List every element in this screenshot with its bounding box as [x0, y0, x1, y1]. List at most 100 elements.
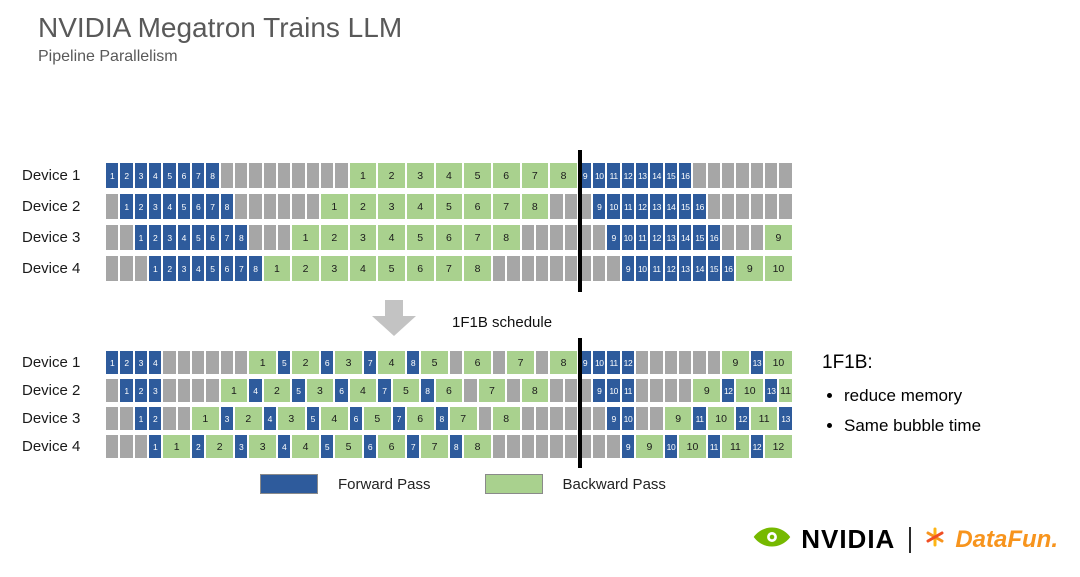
forward-cell: 1 [147, 255, 163, 282]
idle-cell [735, 224, 750, 251]
forward-cell: 1 [105, 162, 120, 189]
forward-cell: 2 [133, 378, 148, 403]
idle-cell [735, 162, 750, 189]
idle-cell [563, 224, 578, 251]
idle-cell [105, 406, 120, 431]
idle-cell [105, 378, 120, 403]
backward-cell: 7 [463, 224, 492, 251]
forward-cell: 9 [592, 378, 607, 403]
forward-cell: 5 [276, 350, 292, 375]
backward-cell: 1 [262, 255, 292, 282]
forward-cell: 10 [606, 378, 621, 403]
backward-cell: 10 [678, 434, 707, 459]
notes-panel: 1F1B: reduce memory Same bubble time [822, 352, 1072, 446]
idle-cell [162, 350, 177, 375]
idle-cell [176, 350, 191, 375]
idle-cell [162, 406, 177, 431]
forward-cell: 11 [706, 434, 722, 459]
idle-cell [563, 434, 578, 459]
forward-cell: 6 [176, 162, 191, 189]
backward-cell: 8 [463, 434, 492, 459]
notes-bullet: Same bubble time [844, 416, 1072, 436]
idle-cell [721, 224, 736, 251]
backward-cell: 4 [405, 193, 435, 220]
idle-cell [205, 350, 220, 375]
forward-cell: 10 [635, 255, 650, 282]
forward-cell: 11 [635, 224, 650, 251]
forward-cell: 14 [649, 162, 664, 189]
forward-cell: 9 [606, 406, 621, 431]
idle-cell [219, 350, 234, 375]
forward-cell: 16 [678, 162, 693, 189]
backward-cell: 6 [463, 193, 492, 220]
forward-cell: 15 [678, 193, 693, 220]
backward-cell: 11 [749, 406, 779, 431]
idle-cell [563, 378, 578, 403]
idle-cell [663, 350, 679, 375]
device-label: Device 1 [22, 354, 81, 371]
backward-cell: 12 [764, 434, 793, 459]
forward-cell: 6 [362, 434, 378, 459]
forward-cell: 12 [649, 224, 664, 251]
forward-cell: 10 [620, 224, 636, 251]
forward-cell: 1 [133, 224, 148, 251]
idle-cell [764, 193, 779, 220]
backward-cell: 3 [348, 224, 378, 251]
idle-cell [491, 350, 507, 375]
idle-cell [248, 162, 263, 189]
forward-cell: 4 [248, 378, 263, 403]
forward-cell: 6 [348, 406, 363, 431]
idle-cell [749, 162, 765, 189]
forward-cell: 1 [105, 350, 120, 375]
backward-cell: 9 [735, 255, 765, 282]
idle-cell [706, 193, 722, 220]
device-row: Device 1 1 2 3 4 1 5 2 6 3 7 4 8 5 6 7 8 9 10 11 12 9 13 10 [20, 350, 793, 375]
forward-cell: 16 [706, 224, 722, 251]
idle-cell [276, 162, 292, 189]
forward-cell: 14 [692, 255, 707, 282]
notes-list: reduce memory Same bubble time [844, 386, 1072, 436]
footer-logos: NVIDIA DataFun. [753, 524, 1058, 555]
forward-cell: 16 [721, 255, 736, 282]
idle-cell [534, 350, 550, 375]
forward-cell: 12 [735, 406, 750, 431]
backward-cell: 10 [735, 378, 765, 403]
forward-cell: 7 [405, 434, 421, 459]
forward-cell: 14 [678, 224, 693, 251]
backward-cell: 3 [319, 255, 349, 282]
forward-cell: 3 [147, 378, 163, 403]
backward-cell: 7 [506, 350, 535, 375]
forward-cell: 6 [219, 255, 234, 282]
forward-cell: 3 [133, 162, 148, 189]
backward-cell: 5 [434, 193, 464, 220]
forward-cell: 12 [663, 255, 679, 282]
forward-cell: 16 [692, 193, 707, 220]
backward-cell: 4 [348, 255, 378, 282]
device-row: Device 1 1 2 3 4 5 6 7 8 1 2 3 4 5 6 7 8 9 10 11 12 13 14 15 16 [20, 162, 793, 189]
idle-cell [133, 434, 148, 459]
forward-cell: 13 [678, 255, 693, 282]
schedule-cells: 1 2 3 4 5 6 7 8 1 2 3 4 5 6 7 8 9 10 11 12 13 14 15 16 [105, 162, 793, 189]
schedule-cells: 1 2 3 4 5 6 7 8 1 2 3 4 5 6 7 8 9 10 11 12 13 14 15 16 [105, 193, 793, 220]
forward-cell: 3 [233, 434, 249, 459]
forward-cell: 2 [119, 162, 134, 189]
forward-cell: 5 [205, 255, 220, 282]
idle-cell [176, 378, 191, 403]
arrow-head [372, 316, 416, 336]
backward-cell: 2 [377, 162, 406, 189]
forward-cell: 11 [606, 162, 621, 189]
idle-cell [563, 406, 578, 431]
forward-cell: 5 [319, 434, 335, 459]
backward-cell: 5 [391, 378, 421, 403]
idle-cell [534, 434, 550, 459]
backward-cell: 2 [291, 350, 320, 375]
idle-cell [291, 193, 306, 220]
idle-cell [534, 255, 550, 282]
legend-label-forward: Forward Pass [338, 475, 431, 493]
forward-pass-swatch [260, 474, 318, 494]
idle-cell [491, 434, 507, 459]
backward-cell: 9 [764, 224, 793, 251]
forward-cell: 2 [119, 350, 134, 375]
backward-cell: 9 [692, 378, 722, 403]
